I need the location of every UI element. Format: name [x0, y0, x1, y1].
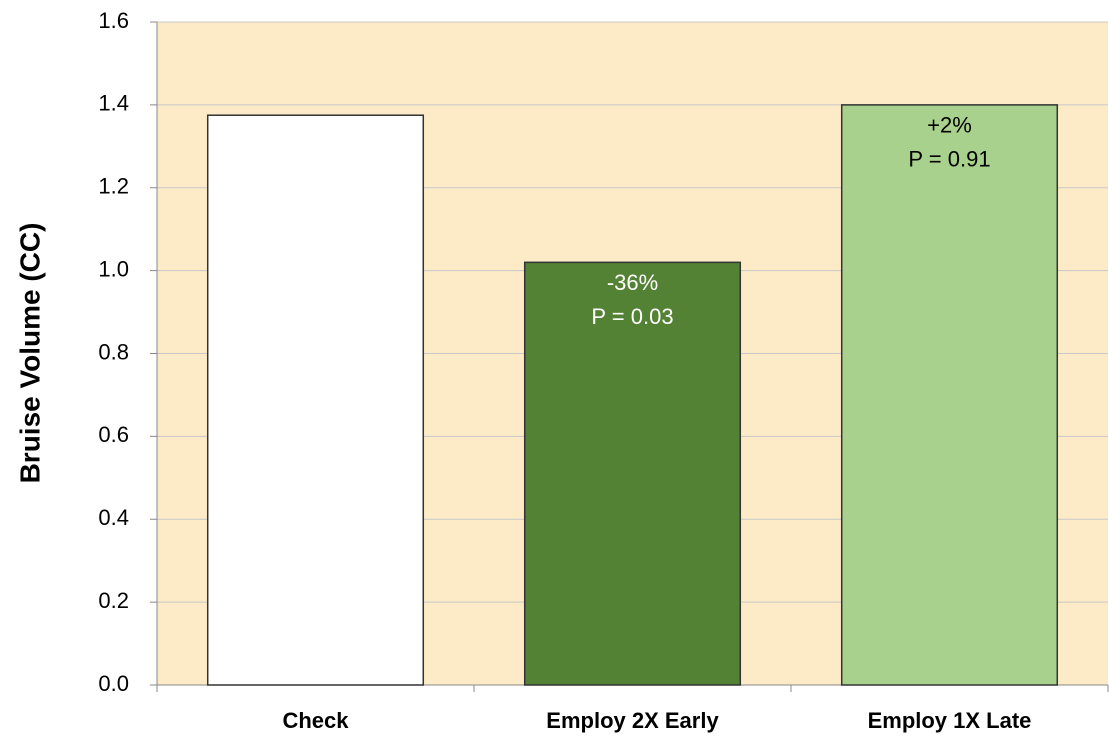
bar	[523, 261, 742, 686]
annotation: +2%	[927, 113, 972, 138]
annotation: P = 0.91	[908, 147, 990, 172]
x-tick-label: Employ 2X Early	[546, 708, 719, 733]
y-tick-label: 1.4	[98, 91, 129, 116]
annotation: P = 0.03	[591, 304, 673, 329]
x-tick-label: Employ 1X Late	[868, 708, 1032, 733]
bar	[840, 104, 1059, 686]
y-tick-label: 0.0	[98, 671, 129, 696]
y-tick-label: 1.0	[98, 256, 129, 281]
y-tick-label: 0.6	[98, 422, 129, 447]
y-tick-label: 1.6	[98, 8, 129, 33]
y-axis-title: Bruise Volume (CC)	[14, 223, 45, 484]
bar	[206, 114, 425, 686]
y-tick-label: 1.2	[98, 174, 129, 199]
y-tick-label: 0.2	[98, 588, 129, 613]
y-tick-label: 0.4	[98, 505, 129, 530]
y-tick-label: 0.8	[98, 339, 129, 364]
annotation: -36%	[607, 270, 658, 295]
x-tick-label: Check	[282, 708, 349, 733]
